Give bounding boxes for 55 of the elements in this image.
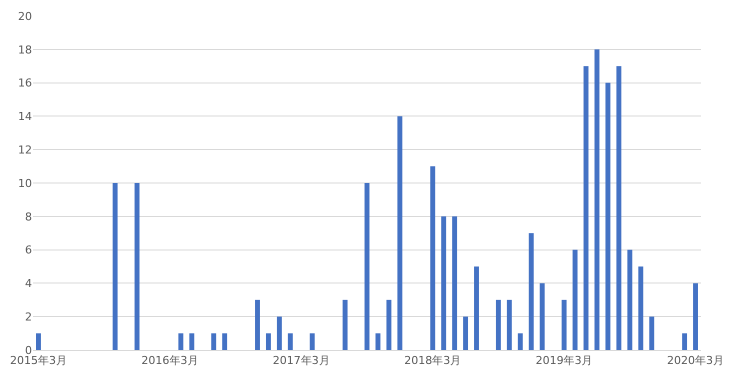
bar xyxy=(562,300,567,350)
bar xyxy=(540,283,545,350)
x-tick-label: 2020年3月 xyxy=(667,354,724,368)
y-tick-label: 12 xyxy=(18,143,32,156)
bar xyxy=(496,300,501,350)
bar xyxy=(255,300,260,350)
bar xyxy=(474,266,479,350)
x-tick-label: 2016年3月 xyxy=(141,354,198,368)
y-tick-label: 6 xyxy=(25,244,32,257)
bar xyxy=(222,333,228,350)
y-tick-label: 14 xyxy=(18,110,32,124)
x-tick-label: 2017年3月 xyxy=(272,354,330,368)
y-tick-label: 0 xyxy=(25,344,32,357)
bar xyxy=(682,333,688,350)
bar xyxy=(452,216,458,350)
bar xyxy=(649,316,654,350)
bar xyxy=(310,333,315,350)
y-tick-label: 4 xyxy=(25,277,32,290)
bar xyxy=(594,49,600,350)
bar xyxy=(616,66,622,350)
y-tick-label: 18 xyxy=(18,43,32,56)
bar xyxy=(342,300,348,350)
bar xyxy=(584,66,588,350)
bar xyxy=(441,216,446,350)
bar xyxy=(266,333,271,350)
bar xyxy=(375,333,380,350)
x-tick-label: 2015年3月 xyxy=(10,354,67,368)
bar xyxy=(638,266,644,350)
bar xyxy=(605,82,610,350)
bar xyxy=(134,183,140,350)
y-tick-label: 20 xyxy=(18,10,32,23)
bar xyxy=(276,316,282,350)
bar xyxy=(528,233,534,350)
bar xyxy=(397,116,402,350)
bar xyxy=(178,333,184,350)
bar xyxy=(288,333,293,350)
bar xyxy=(518,333,523,350)
y-tick-label: 10 xyxy=(18,176,32,190)
bar xyxy=(430,166,436,350)
y-tick-label: 2 xyxy=(25,310,32,324)
x-tick-label: 2019年3月 xyxy=(536,354,593,368)
bar xyxy=(386,300,392,350)
bar xyxy=(189,333,194,350)
bar xyxy=(572,250,578,350)
bar xyxy=(693,283,698,350)
bar xyxy=(627,250,632,350)
bar xyxy=(112,183,118,350)
x-tick-label: 2018年3月 xyxy=(404,354,462,368)
bar xyxy=(364,183,370,350)
y-tick-label: 16 xyxy=(18,76,32,90)
bar xyxy=(36,333,41,350)
bar xyxy=(211,333,216,350)
bar xyxy=(463,316,468,350)
y-tick-label: 8 xyxy=(25,210,32,224)
bar xyxy=(506,300,512,350)
